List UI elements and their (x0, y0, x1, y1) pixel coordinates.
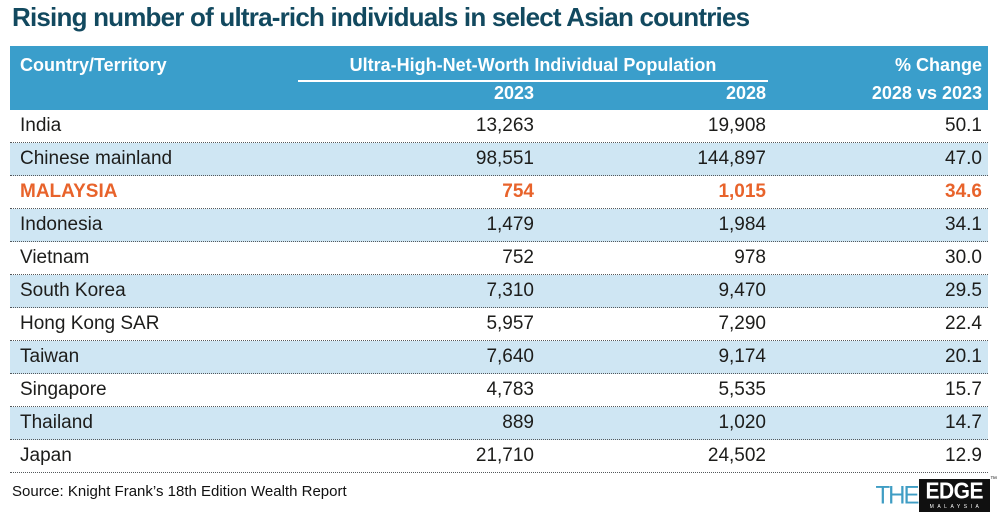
value-2023-cell: 98,551 (475, 148, 534, 169)
header-pct-change-period: 2028 vs 2023 (871, 83, 982, 103)
table-row: Vietnam 752 978 30.0 (10, 242, 988, 275)
country-cell: Hong Kong SAR (20, 313, 160, 334)
table-row: Chinese mainland 98,551 144,897 47.0 (10, 143, 988, 176)
table-row: Hong Kong SAR 5,957 7,290 22.4 (10, 308, 988, 341)
country-cell: India (20, 115, 62, 136)
header-pct-change: % Change (894, 55, 982, 75)
logo-edge-text: EDGE (925, 478, 983, 505)
table-row: India 13,263 19,908 50.1 (10, 110, 988, 143)
value-2023-cell: 7,640 (486, 346, 534, 367)
header-year-2023: 2023 (493, 83, 534, 103)
table-body: India 13,263 19,908 50.1 Chinese mainlan… (10, 110, 988, 473)
pct-change-cell: 29.5 (945, 280, 982, 301)
value-2028-cell: 9,470 (718, 280, 766, 301)
country-cell: MALAYSIA (20, 181, 118, 202)
value-2023-cell: 4,783 (486, 379, 534, 400)
header-country-territory: Country/Territory (20, 55, 167, 75)
value-2028-cell: 1,015 (718, 181, 766, 202)
logo-the-text: THE (875, 480, 919, 510)
value-2028-cell: 9,174 (718, 346, 766, 367)
pct-change-cell: 34.6 (945, 181, 982, 202)
value-2023-cell: 21,710 (475, 445, 534, 466)
table-row: Thailand 889 1,020 14.7 (10, 407, 988, 440)
trademark-symbol: ™ (990, 476, 997, 483)
value-2028-cell: 978 (734, 247, 766, 268)
value-2023-cell: 889 (502, 412, 534, 433)
pct-change-cell: 20.1 (945, 346, 982, 367)
country-cell: South Korea (20, 280, 126, 301)
uhnwi-table: Country/Territory Ultra-High-Net-Worth I… (10, 46, 988, 473)
value-2023-cell: 1,479 (486, 214, 534, 235)
logo-malaysia-text: MALAYSIA (929, 504, 983, 510)
page-title: Rising number of ultra-rich individuals … (12, 2, 750, 32)
value-2023-cell: 7,310 (486, 280, 534, 301)
header-year-2028: 2028 (725, 83, 766, 103)
table-row: Taiwan 7,640 9,174 20.1 (10, 341, 988, 374)
value-2023-cell: 754 (502, 181, 534, 202)
value-2028-cell: 1,020 (718, 412, 766, 433)
table-row: Indonesia 1,479 1,984 34.1 (10, 209, 988, 242)
table-row: South Korea 7,310 9,470 29.5 (10, 275, 988, 308)
pct-change-cell: 15.7 (945, 379, 982, 400)
table-row: MALAYSIA 754 1,015 34.6 (10, 176, 988, 209)
country-cell: Japan (20, 445, 72, 466)
value-2028-cell: 7,290 (718, 313, 766, 334)
table-header: Country/Territory Ultra-High-Net-Worth I… (10, 46, 988, 110)
value-2028-cell: 24,502 (707, 445, 766, 466)
country-cell: Taiwan (20, 346, 80, 367)
value-2028-cell: 1,984 (718, 214, 766, 235)
pct-change-cell: 30.0 (945, 247, 982, 268)
header-population-group: Ultra-High-Net-Worth Individual Populati… (298, 55, 768, 82)
value-2028-cell: 19,908 (707, 115, 766, 136)
country-cell: Chinese mainland (20, 148, 173, 169)
pct-change-cell: 34.1 (945, 214, 982, 235)
country-cell: Thailand (20, 412, 93, 433)
table-row: Singapore 4,783 5,535 15.7 (10, 374, 988, 407)
value-2023-cell: 13,263 (475, 115, 534, 136)
pct-change-cell: 22.4 (945, 313, 982, 334)
pct-change-cell: 47.0 (945, 148, 982, 169)
country-cell: Indonesia (20, 214, 103, 235)
table-row: Japan 21,710 24,502 12.9 (10, 440, 988, 473)
country-cell: Vietnam (20, 247, 90, 268)
value-2028-cell: 144,897 (697, 148, 766, 169)
value-2028-cell: 5,535 (718, 379, 766, 400)
pct-change-cell: 14.7 (945, 412, 982, 433)
value-2023-cell: 5,957 (486, 313, 534, 334)
logo-edge-box: EDGE MALAYSIA ™ (919, 476, 997, 512)
country-cell: Singapore (20, 379, 107, 400)
pct-change-cell: 50.1 (945, 115, 982, 136)
value-2023-cell: 752 (502, 247, 534, 268)
the-edge-logo: THE EDGE MALAYSIA ™ (875, 476, 997, 512)
pct-change-cell: 12.9 (945, 445, 982, 466)
source-note: Source: Knight Frank’s 18th Edition Weal… (12, 483, 347, 500)
